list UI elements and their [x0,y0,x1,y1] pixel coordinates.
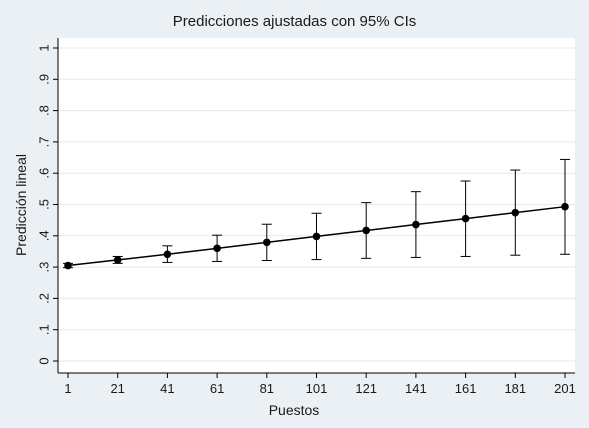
data-point [113,256,122,264]
y-tick-label: .3 [37,262,52,273]
plot-area [58,38,575,373]
data-point [511,208,520,217]
gridlines [58,47,575,362]
x-tick-label: 21 [110,381,124,396]
y-tick-label: .9 [37,74,52,85]
data-points [64,202,569,270]
data-point [312,232,321,241]
y-tick-label: 0 [37,357,52,364]
y-axis: 0 .1 .2 .3 .4 .5 .6 .7 .8 .9 1 [37,38,59,373]
x-tick-label: 121 [355,381,377,396]
y-tick-label: .1 [37,324,52,335]
y-tick-label: .6 [37,168,52,179]
x-tick-label: 81 [260,381,274,396]
data-point [461,214,470,223]
y-tick-label: .4 [37,230,52,241]
data-point [213,244,221,253]
x-tick-label: 141 [405,381,427,396]
y-tick-label: 1 [37,44,52,51]
data-point [561,202,569,211]
chart-title: Predicciones ajustadas con 95% CIs [173,13,416,30]
x-tick-label: 181 [504,381,526,396]
x-tick-label: 1 [64,381,71,396]
x-tick-label: 161 [455,381,477,396]
data-point [412,220,420,229]
y-tick-label: .7 [37,136,52,147]
x-tick-label: 61 [210,381,224,396]
data-point [163,250,172,259]
x-tick-label: 101 [306,381,328,396]
data-point [64,261,72,270]
y-tick-label: .8 [37,105,52,116]
y-tick-label: .2 [37,293,52,304]
x-tick-label: 41 [160,381,174,396]
x-axis-label: Puestos [269,402,320,418]
data-point [263,238,271,247]
data-point [362,226,371,235]
x-tick-label: 201 [554,381,576,396]
x-axis: 1 21 41 61 81 101 121 141 161 181 201 [58,372,576,396]
y-axis-label: Predicción lineal [13,154,29,256]
y-tick-label: .5 [37,199,52,210]
